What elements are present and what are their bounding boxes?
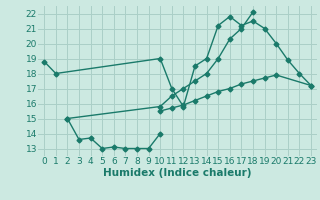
X-axis label: Humidex (Indice chaleur): Humidex (Indice chaleur)	[103, 168, 252, 178]
